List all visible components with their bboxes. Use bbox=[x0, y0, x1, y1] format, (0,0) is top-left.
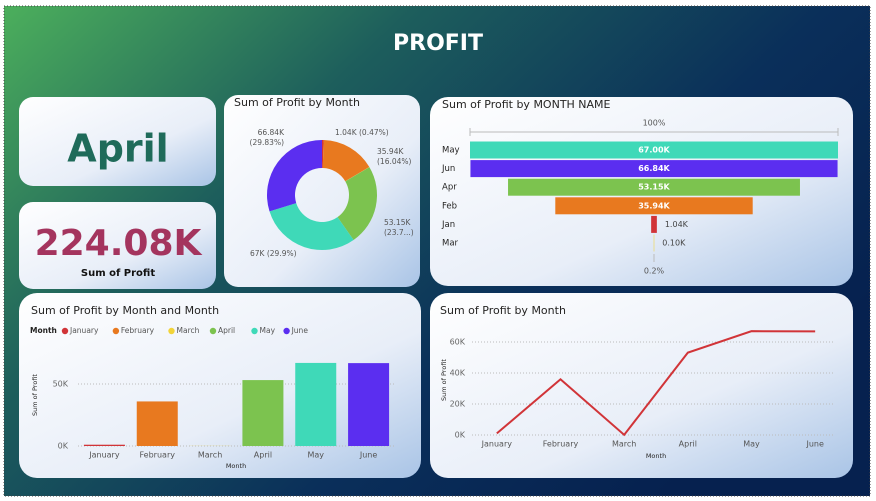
data-label: 66.84K (29.83%) bbox=[250, 128, 286, 147]
panel bbox=[224, 95, 420, 287]
x-axis-label: Month bbox=[646, 452, 666, 460]
funnel-bar bbox=[651, 215, 657, 233]
x-tick-label: March bbox=[612, 440, 636, 449]
x-tick-label: April bbox=[254, 451, 272, 460]
donut-slice bbox=[337, 167, 377, 241]
bar bbox=[136, 401, 178, 446]
bar bbox=[242, 380, 284, 446]
chart-title: Sum of Profit by Month and Month bbox=[31, 304, 219, 317]
funnel-bottom-label: 0.2% bbox=[644, 267, 665, 276]
legend-title: Month bbox=[30, 326, 57, 335]
y-tick-label: 20K bbox=[450, 400, 466, 409]
funnel-bar bbox=[470, 160, 838, 178]
category-label: Apr bbox=[442, 183, 457, 193]
card-panel bbox=[19, 202, 216, 289]
legend-label: February bbox=[121, 326, 155, 335]
category-label: Mar bbox=[442, 239, 459, 249]
category-label: Feb bbox=[442, 201, 457, 211]
y-tick-label: 60K bbox=[450, 338, 466, 347]
card-value: April bbox=[67, 127, 168, 171]
chart-title: Sum of Profit by Month bbox=[440, 304, 566, 317]
legend-label: March bbox=[177, 326, 200, 335]
category-label: Jun bbox=[441, 164, 455, 174]
category-label: Jan bbox=[441, 220, 455, 230]
data-label: 35.94K (16.04%) bbox=[377, 147, 412, 166]
donut-slice bbox=[267, 140, 322, 212]
x-tick-label: May bbox=[743, 440, 760, 449]
panel bbox=[430, 293, 853, 478]
x-tick-label: March bbox=[198, 451, 222, 460]
y-tick-label: 0K bbox=[58, 442, 69, 451]
legend-marker bbox=[283, 327, 290, 335]
donut-slice bbox=[322, 140, 324, 169]
x-tick-label: June bbox=[805, 440, 824, 449]
bar bbox=[348, 363, 390, 446]
x-axis-label: Month bbox=[226, 462, 246, 470]
data-label: 1.04K (0.47%) bbox=[335, 128, 389, 137]
page-title: PROFIT bbox=[393, 31, 483, 56]
funnel-bar bbox=[555, 197, 753, 215]
legend-label: January bbox=[69, 326, 99, 335]
legend-label: June bbox=[291, 326, 309, 335]
legend-label: April bbox=[218, 326, 235, 335]
data-label: 67.00K bbox=[638, 146, 670, 155]
y-tick-label: 40K bbox=[450, 369, 466, 378]
category-label: May bbox=[442, 146, 460, 156]
funnel-top-label: 100% bbox=[643, 119, 666, 128]
y-tick-label: 50K bbox=[53, 380, 69, 389]
x-tick-label: February bbox=[543, 440, 579, 449]
funnel-bar bbox=[508, 178, 800, 196]
data-label: 53.15K (23.7...) bbox=[384, 218, 414, 237]
data-label: 66.84K bbox=[638, 164, 670, 173]
x-tick-label: February bbox=[140, 451, 176, 460]
bar bbox=[295, 362, 337, 446]
y-axis-label: Sum of Profit bbox=[31, 374, 39, 416]
legend-label: May bbox=[260, 326, 276, 335]
data-label: 53.15K bbox=[638, 183, 670, 192]
x-tick-label: April bbox=[679, 440, 697, 449]
donut-slice bbox=[269, 203, 354, 250]
legend-marker bbox=[61, 327, 69, 335]
card-value: 224.08K bbox=[35, 223, 203, 264]
chart-title: Sum of Profit by Month bbox=[234, 96, 360, 109]
x-tick-label: May bbox=[307, 451, 324, 460]
legend-marker bbox=[112, 327, 120, 335]
bar bbox=[83, 444, 125, 446]
chart-title: Sum of Profit by MONTH NAME bbox=[442, 98, 611, 111]
card-label: Sum of Profit bbox=[81, 268, 155, 279]
funnel-bar bbox=[653, 234, 655, 252]
y-axis-label: Sum of Profit bbox=[440, 359, 448, 401]
data-label: 67K (29.9%) bbox=[250, 249, 297, 258]
x-tick-label: January bbox=[88, 451, 120, 460]
card-panel bbox=[19, 97, 216, 186]
legend-marker bbox=[251, 327, 258, 335]
funnel-bar bbox=[470, 141, 838, 159]
donut-slice bbox=[322, 140, 370, 182]
x-tick-label: June bbox=[359, 451, 378, 460]
data-label: 0.10K bbox=[662, 239, 686, 248]
data-label: 1.04K bbox=[665, 220, 689, 229]
y-tick-label: 0K bbox=[455, 431, 466, 440]
data-label: 35.94K bbox=[638, 201, 670, 210]
donut-slice bbox=[345, 167, 370, 182]
legend-marker bbox=[209, 327, 217, 335]
x-tick-label: January bbox=[481, 440, 513, 449]
legend-marker bbox=[168, 327, 175, 335]
line bbox=[496, 330, 816, 437]
